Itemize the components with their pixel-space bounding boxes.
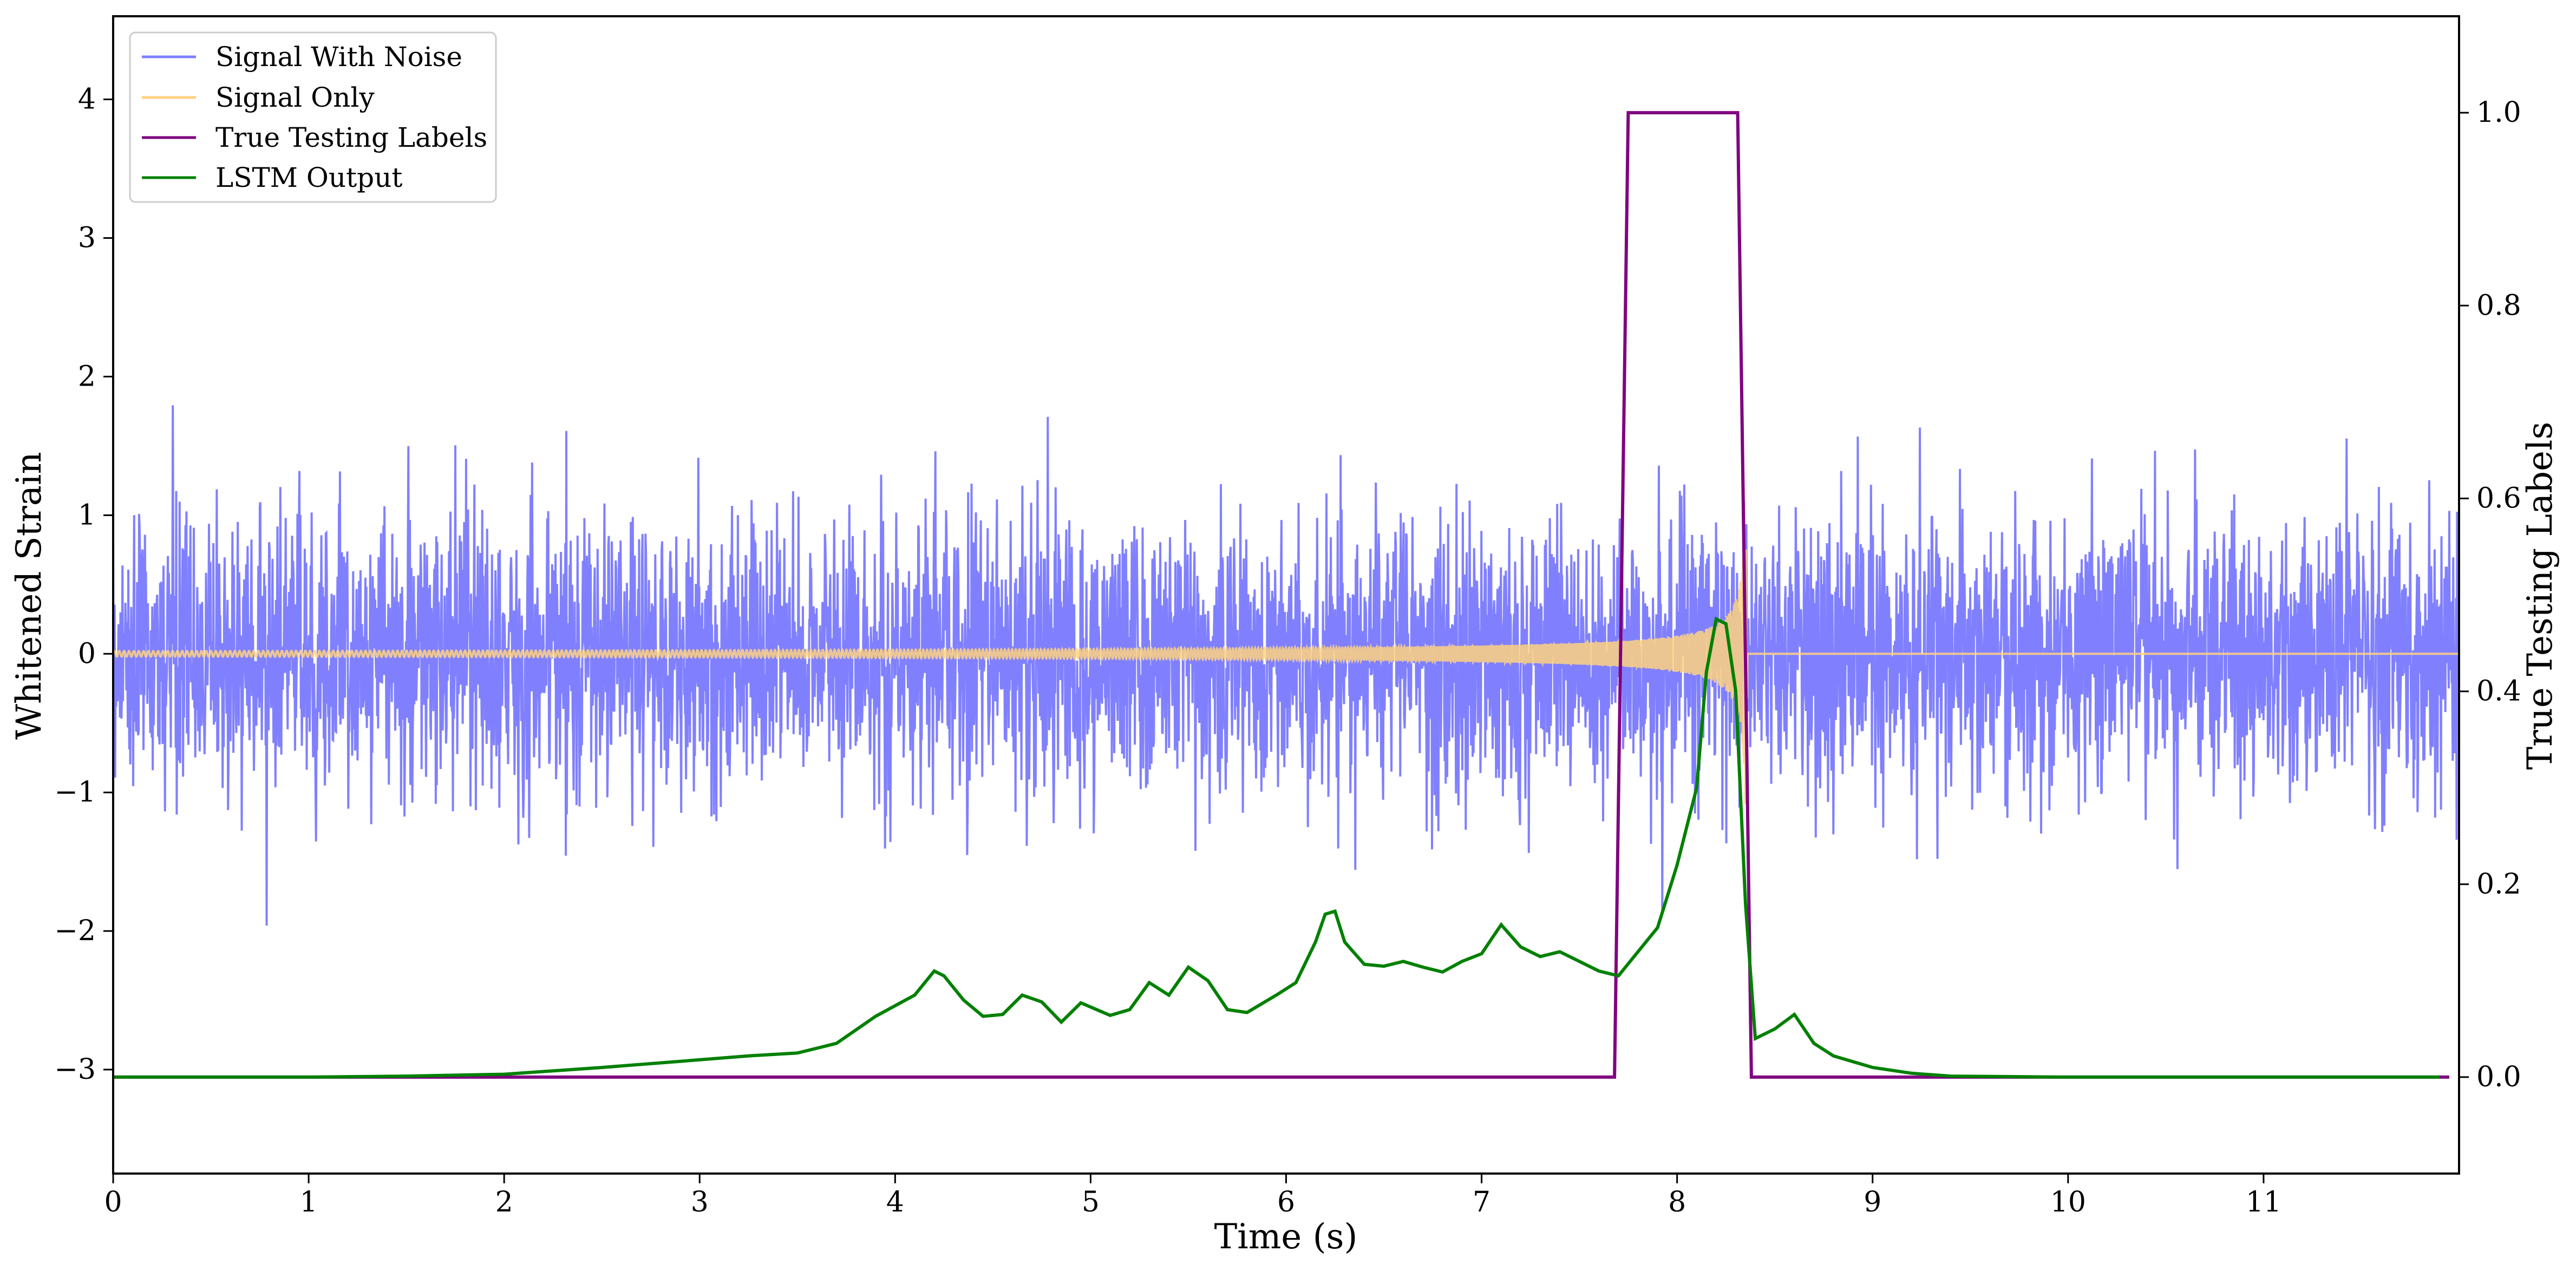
- x-tick-label: 2: [495, 1186, 513, 1219]
- x-tick-label: 3: [691, 1186, 709, 1219]
- y-axis-label-right: True Testing Labels: [2520, 422, 2560, 770]
- x-tick-label: 9: [1864, 1186, 1881, 1219]
- y-tick-label-left: 4: [78, 83, 96, 116]
- x-axis: 0 1 2 3 4 5 6 7 8 9 10 11: [104, 1174, 2281, 1219]
- y-tick-label-left: −2: [54, 915, 96, 947]
- legend-label-lstm-output: LSTM Output: [215, 162, 402, 193]
- y-tick-label-right: 0.6: [2476, 482, 2521, 514]
- x-tick-label: 11: [2246, 1186, 2281, 1219]
- y-tick-label-left: 2: [78, 360, 96, 393]
- series-lstm-output: [113, 616, 2440, 1079]
- series-signal-only: [113, 545, 2459, 804]
- y-axis-right: 0.0 0.2 0.4 0.6 0.8 1.0: [2459, 96, 2521, 1093]
- legend-label-signal-with-noise: Signal With Noise: [215, 41, 462, 73]
- legend-box: [129, 31, 497, 203]
- legend: Signal With Noise Signal Only True Testi…: [129, 31, 497, 203]
- y-tick-label-right: 0.0: [2476, 1061, 2521, 1093]
- y-tick-label-right: 1.0: [2476, 96, 2521, 129]
- legend-label-signal-only: Signal Only: [215, 82, 375, 113]
- y-tick-label-left: 1: [78, 499, 96, 531]
- series-true-testing-labels: [113, 111, 2449, 1079]
- x-tick-label: 4: [886, 1186, 904, 1219]
- y-tick-label-right: 0.8: [2476, 289, 2521, 322]
- x-tick-label: 7: [1473, 1186, 1490, 1219]
- y-tick-label-left: −3: [54, 1053, 96, 1086]
- x-axis-label: Time (s): [1214, 1217, 1358, 1257]
- x-tick-label: 10: [2050, 1186, 2086, 1219]
- x-tick-label: 8: [1668, 1186, 1686, 1219]
- x-tick-label: 0: [104, 1186, 122, 1219]
- y-axis-left: −3 −2 −1 0 1 2 3 4: [54, 83, 113, 1086]
- x-tick-label: 5: [1082, 1186, 1100, 1219]
- series-signal-with-noise: [113, 405, 2459, 926]
- y-tick-label-right: 0.2: [2476, 868, 2521, 901]
- series-layer: [113, 111, 2459, 1079]
- y-axis-label-left: Whitened Strain: [9, 452, 49, 739]
- y-tick-label-right: 0.4: [2476, 675, 2521, 708]
- y-tick-label-left: 0: [78, 637, 96, 670]
- x-tick-label: 1: [300, 1186, 318, 1219]
- legend-label-true-testing-labels: True Testing Labels: [215, 122, 487, 153]
- x-tick-label: 6: [1277, 1186, 1295, 1219]
- y-tick-label-left: 3: [78, 221, 96, 254]
- y-tick-label-left: −1: [54, 776, 96, 809]
